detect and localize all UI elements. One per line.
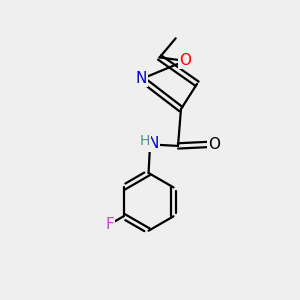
Text: F: F	[105, 217, 114, 232]
Text: H: H	[140, 134, 150, 148]
Text: O: O	[179, 53, 191, 68]
Text: N: N	[136, 71, 147, 86]
Text: N: N	[148, 136, 159, 151]
Text: O: O	[208, 137, 220, 152]
